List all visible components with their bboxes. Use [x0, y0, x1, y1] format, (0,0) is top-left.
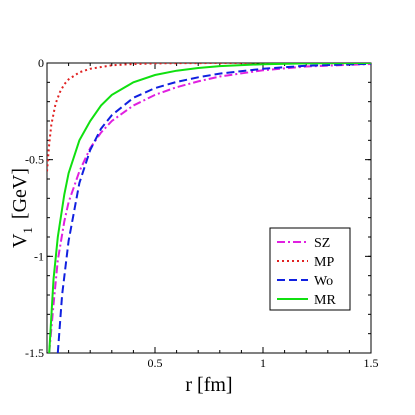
- series-line-mr: [48, 63, 371, 353]
- y-tick-label: -1: [34, 249, 44, 263]
- legend-label-wo: Wo: [314, 274, 333, 289]
- y-axis-title-main: V: [9, 233, 31, 248]
- legend-label-mr: MR: [314, 293, 336, 308]
- y-tick-label: -0.5: [25, 153, 44, 167]
- legend-box: [269, 227, 351, 311]
- x-axis-title: r [fm]: [185, 374, 232, 396]
- axis-ticks: 0.5 1 1.5 0 -0.5 -1 -1.5: [25, 56, 379, 370]
- x-tick-label: 1: [260, 356, 266, 370]
- plot-frame: [46, 62, 372, 354]
- y-tick-label: -1.5: [25, 346, 44, 360]
- series-line-wo: [56, 63, 371, 353]
- series-layer: [47, 63, 371, 353]
- y-axis-title: V1 [GeV]: [9, 168, 35, 248]
- series-line-sz: [48, 63, 371, 353]
- legend-label-mp: MP: [314, 255, 334, 270]
- x-tick-label: 1.5: [364, 356, 379, 370]
- legend-label-sz: SZ: [314, 236, 330, 251]
- y-axis-title-sub: 1: [20, 227, 35, 234]
- y-tick-label: 0: [38, 56, 44, 70]
- svg-text:V1[GeV]: V1 [GeV]: [9, 168, 35, 248]
- x-tick-label: 0.5: [148, 356, 163, 370]
- y-axis-title-unit: [GeV]: [9, 168, 31, 219]
- legend: SZ MP Wo MR: [269, 227, 351, 311]
